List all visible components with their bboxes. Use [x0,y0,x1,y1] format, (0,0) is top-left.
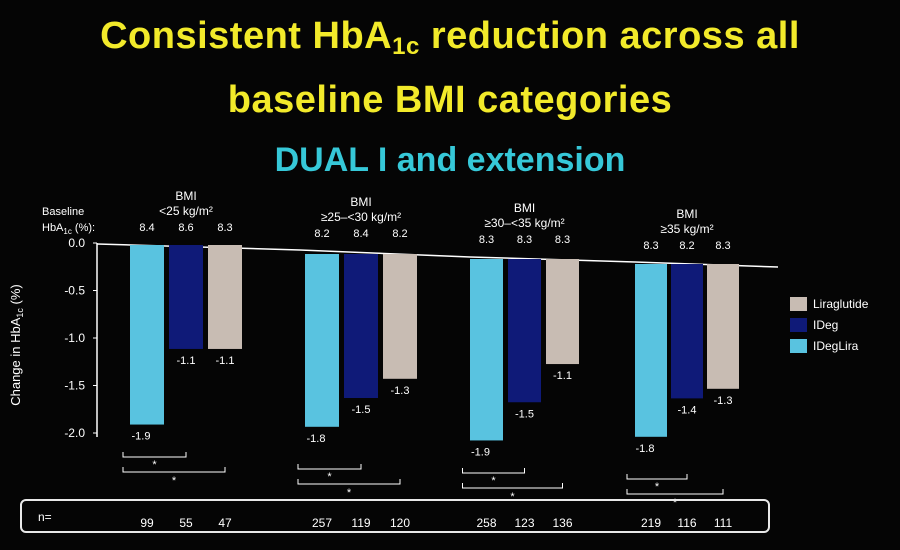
group-header-bmi: BMI [175,189,196,203]
baseline-value: 8.4 [353,228,368,240]
sample-size-box: n= [20,499,770,533]
significance-bracket [462,483,563,489]
legend: Liraglutide IDeg IDegLira [790,293,868,356]
y-tick-label: -2.0 [64,426,85,440]
bar-value-label: -1.8 [636,443,655,455]
group-header-range: ≥35 kg/m² [660,222,713,236]
baseline-value: 8.2 [314,228,329,240]
bar-value-label: -1.3 [391,385,410,397]
significance-bracket [297,464,362,470]
subtitle: DUAL I and extension [274,141,626,179]
n-value: 99 [140,516,154,530]
y-axis-label: Change in HbA1c (%) [8,284,25,406]
bar-ideglira [305,254,339,427]
bar-ideglira [130,245,164,425]
bar-ideg [344,254,378,398]
n-value: 119 [351,516,370,530]
group-header-bmi: BMI [350,195,371,209]
significance-star: * [510,491,515,503]
bar-value-label: -1.5 [352,404,371,416]
baseline-value: 8.3 [517,234,532,246]
group-header-range: ≥25–<30 kg/m² [321,210,401,224]
baseline-value: 8.2 [392,228,407,240]
n-value: 258 [476,516,496,530]
bar-liraglutide [383,254,417,379]
legend-swatch [790,338,807,353]
significance-bracket [626,474,688,480]
group-header-range: <25 kg/m² [159,204,213,218]
group-header-bmi: BMI [514,201,535,215]
significance-star: * [327,471,332,483]
bar-value-label: -1.3 [714,395,733,407]
bar-value-label: -1.1 [553,370,572,382]
bar-value-label: -1.4 [678,404,697,416]
legend-item-liraglutide: Liraglutide [790,293,868,314]
bar-ideglira [470,259,503,441]
baseline-value: 8.6 [178,222,193,234]
significance-bracket [122,467,226,473]
bar-ideg [671,264,703,399]
n-value: 219 [641,516,661,530]
n-value: 116 [677,516,696,530]
baseline-value: 8.3 [555,234,570,246]
y-tick-label: -0.5 [64,284,85,298]
n-value: 257 [312,516,332,530]
bar-value-label: -1.8 [307,433,326,445]
n-value: 120 [390,516,410,530]
legend-swatch [790,317,807,332]
bar-ideg [508,259,541,403]
bar-value-label: -1.1 [177,355,196,367]
bar-liraglutide [546,259,579,365]
group-header-range: ≥30–<35 kg/m² [484,216,564,230]
y-tick-label: -1.0 [64,331,85,345]
baseline-value: 8.3 [217,222,232,234]
significance-bracket [462,468,525,474]
significance-star: * [673,497,678,509]
title-line-1: Consistent HbA1c reduction across all [100,15,800,60]
bar-liraglutide [208,245,242,349]
bar-value-label: -1.9 [132,431,151,443]
bar-value-label: -1.1 [216,355,235,367]
group-header-bmi: BMI [676,207,697,221]
bar-value-label: -1.9 [471,446,490,458]
baseline-value: 8.3 [715,240,730,252]
bar-ideg [169,245,203,349]
n-value: 123 [514,516,534,530]
legend-item-ideg: IDeg [790,314,868,335]
n-value: 55 [179,516,193,530]
legend-item-ideglira: IDegLira [790,335,868,356]
significance-star: * [152,459,157,471]
n-value: 136 [552,516,572,530]
bar-ideglira [635,264,667,437]
significance-star: * [655,481,660,493]
significance-star: * [347,487,352,499]
legend-swatch [790,296,807,311]
baseline-label: Baseline [42,206,84,218]
significance-bracket [297,479,401,485]
title-line-2: baseline BMI categories [227,79,673,121]
baseline-value: 8.3 [643,240,658,252]
baseline-hba1c-label: HbA1c (%): [42,222,95,236]
y-tick-label: 0.0 [68,236,85,250]
baseline-value: 8.2 [679,240,694,252]
n-value: 111 [714,516,733,530]
significance-star: * [491,475,496,487]
n-label: n= [38,510,52,524]
significance-star: * [172,475,177,487]
n-value: 47 [218,516,232,530]
bar-value-label: -1.5 [515,408,534,420]
bar-liraglutide [707,264,739,389]
baseline-value: 8.4 [139,222,154,234]
significance-bracket [122,452,187,458]
significance-bracket [626,489,724,495]
baseline-value: 8.3 [479,234,494,246]
y-tick-label: -1.5 [64,379,85,393]
